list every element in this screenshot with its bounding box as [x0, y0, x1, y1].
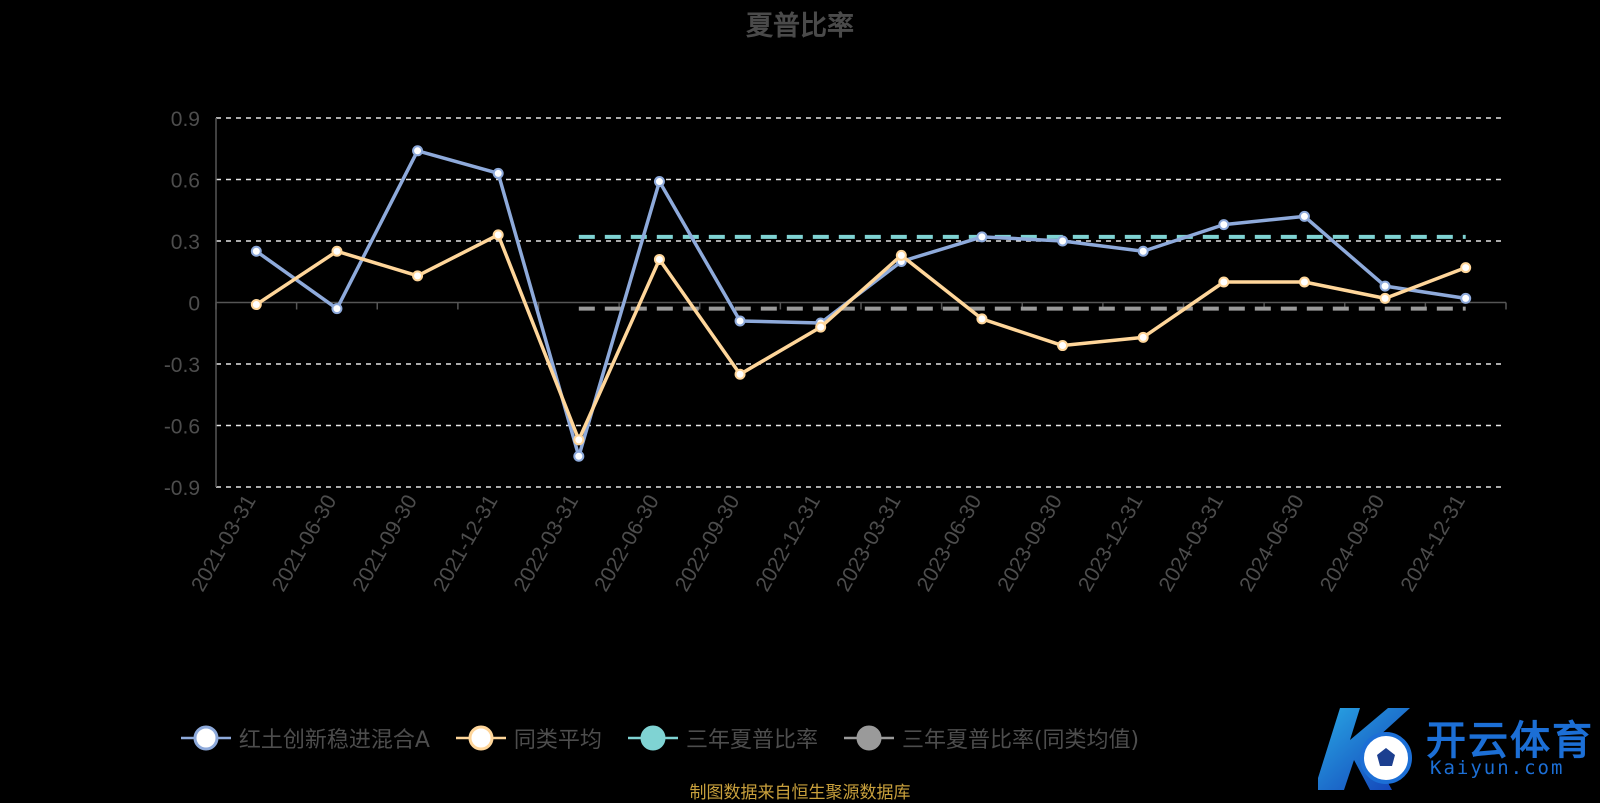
x-tick-label: 2024-06-30	[1235, 491, 1309, 596]
x-tick-label: 2022-12-31	[751, 491, 825, 596]
source-note: 制图数据来自恒生聚源数据库	[689, 783, 911, 803]
chart-title: 夏普比率	[746, 11, 854, 42]
data-point	[653, 253, 665, 265]
data-point	[331, 245, 343, 257]
legend-item[interactable]: 同类平均	[455, 722, 602, 754]
watermark-brand: 开云体育	[1426, 718, 1594, 764]
x-tick-label: 2024-12-31	[1396, 491, 1470, 596]
data-point	[1057, 340, 1069, 352]
data-point	[1460, 292, 1472, 304]
x-tick-label: 2022-09-30	[671, 491, 745, 596]
data-point	[1379, 280, 1391, 292]
data-point	[653, 176, 665, 188]
x-tick-label: 2023-06-30	[913, 491, 987, 596]
x-tick-label: 2023-03-31	[832, 491, 906, 596]
data-point	[1298, 276, 1310, 288]
y-tick-label: 0.6	[171, 170, 200, 193]
data-point	[492, 167, 504, 179]
legend-label: 三年夏普比率	[685, 728, 818, 753]
data-point	[412, 145, 424, 157]
data-point	[412, 270, 424, 282]
data-point	[250, 299, 262, 311]
data-point	[1379, 292, 1391, 304]
legend-swatch-marker	[856, 725, 882, 751]
grid-layer	[216, 117, 1506, 488]
data-point	[1298, 210, 1310, 222]
data-point	[734, 368, 746, 380]
x-tick-label: 2022-06-30	[590, 491, 664, 596]
x-tick-label: 2022-03-31	[510, 491, 584, 596]
y-tick-label: 0.3	[171, 231, 200, 254]
data-point	[895, 249, 907, 261]
legend-label: 三年夏普比率(同类均值)	[901, 728, 1140, 753]
x-tick-label: 2023-09-30	[993, 491, 1067, 596]
legend-swatch	[455, 725, 506, 751]
data-point	[250, 245, 262, 257]
data-point	[1057, 235, 1069, 247]
y-tick-label: 0.9	[171, 108, 200, 131]
legend-label: 同类平均	[513, 728, 602, 753]
series-layer	[250, 145, 1472, 462]
data-point	[1460, 262, 1472, 274]
legend-swatch-marker	[468, 725, 494, 751]
legend-swatch-marker	[193, 725, 219, 751]
data-point	[976, 313, 988, 325]
legend-swatch	[627, 725, 678, 751]
legend-swatch	[843, 725, 894, 751]
data-point	[734, 315, 746, 327]
x-tick-label: 2021-06-30	[268, 491, 342, 596]
y-tick-label: 0	[188, 293, 200, 316]
x-tick-label: 2024-09-30	[1316, 491, 1390, 596]
data-point	[1218, 276, 1230, 288]
data-point	[1137, 245, 1149, 257]
data-point	[573, 434, 585, 446]
legend-swatch	[180, 725, 231, 751]
data-point	[976, 231, 988, 243]
data-point	[1137, 331, 1149, 343]
k-soccer-logo-icon	[1318, 708, 1412, 790]
legend-label: 红土创新稳进混合A	[238, 728, 430, 753]
x-tick-label: 2023-12-31	[1074, 491, 1148, 596]
y-tick-label: -0.9	[164, 477, 200, 500]
y-tick-label: -0.3	[164, 354, 200, 377]
legend-item[interactable]: 红土创新稳进混合A	[180, 722, 430, 754]
series-line	[255, 233, 1467, 442]
watermark-site: Kaiyun.com	[1430, 757, 1565, 779]
data-point	[1218, 219, 1230, 231]
y-tick-label: -0.6	[164, 416, 200, 439]
x-tick-label: 2024-03-31	[1155, 491, 1229, 596]
x-tick-label: 2021-12-31	[429, 491, 503, 596]
data-point	[492, 229, 504, 241]
data-point	[815, 321, 827, 333]
legend-item[interactable]: 三年夏普比率	[627, 722, 818, 754]
legend: 红土创新稳进混合A 同类平均 三年夏普比率 三年夏普比率(同类均值)	[0, 718, 1320, 758]
x-tick-label: 2021-09-30	[348, 491, 422, 596]
data-point	[573, 450, 585, 462]
legend-item[interactable]: 三年夏普比率(同类均值)	[843, 722, 1140, 754]
data-point	[331, 303, 343, 315]
x-tick-label: 2021-03-31	[187, 491, 261, 596]
legend-swatch-marker	[640, 725, 666, 751]
